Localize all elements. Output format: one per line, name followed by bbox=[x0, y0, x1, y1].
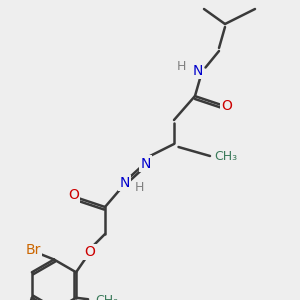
Text: CH₃: CH₃ bbox=[96, 294, 119, 300]
Text: N: N bbox=[193, 64, 203, 77]
Text: H: H bbox=[177, 59, 186, 73]
Text: O: O bbox=[85, 245, 95, 259]
Text: N: N bbox=[119, 176, 130, 190]
Text: H: H bbox=[135, 181, 144, 194]
Text: Br: Br bbox=[25, 244, 41, 257]
Text: N: N bbox=[140, 157, 151, 170]
Text: O: O bbox=[221, 100, 232, 113]
Text: O: O bbox=[68, 188, 79, 202]
Text: CH₃: CH₃ bbox=[214, 149, 238, 163]
